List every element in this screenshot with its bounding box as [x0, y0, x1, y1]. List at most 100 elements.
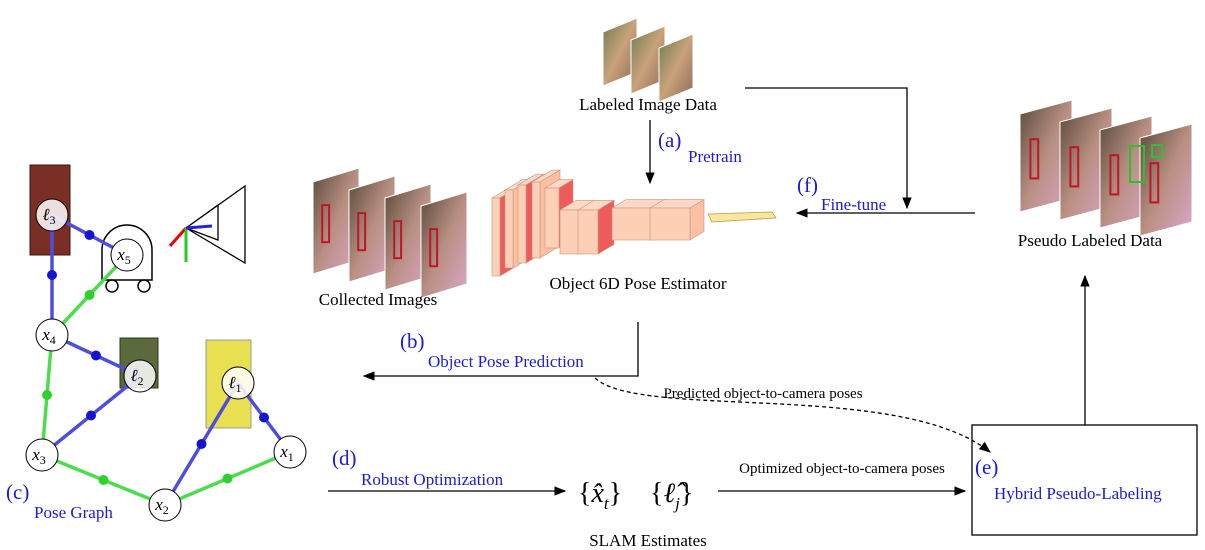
node: ℓ1 — [221, 366, 255, 400]
factor — [98, 475, 109, 485]
node-circle — [148, 488, 182, 522]
bbox — [1151, 144, 1163, 158]
bbox — [1069, 146, 1080, 188]
node: x3 — [25, 438, 59, 472]
source-label: Collected Images — [319, 290, 438, 309]
source-label: Labeled Image Data — [579, 95, 717, 114]
node-label: x5 — [116, 245, 131, 267]
layer-front — [504, 189, 514, 269]
factor — [222, 473, 233, 484]
node-base: ℓ — [42, 205, 49, 224]
node: ℓ3 — [35, 198, 69, 232]
step-label: Pose Graph — [34, 503, 113, 522]
step-label: Object Pose Prediction — [428, 352, 584, 371]
node-base: x — [279, 442, 288, 461]
axis — [185, 224, 213, 230]
node-circle — [110, 238, 144, 272]
node: ℓ2 — [123, 359, 157, 393]
node-circle — [25, 438, 59, 472]
source-label: Pseudo Labeled Data — [1018, 231, 1163, 250]
node-base: x — [31, 445, 40, 464]
image-frame — [1139, 123, 1193, 237]
layer-front — [649, 207, 691, 241]
layer-front — [577, 209, 599, 255]
arrows — [328, 87, 1198, 536]
step-tag: (d) — [332, 446, 357, 470]
layer-front — [611, 207, 653, 241]
bbox — [357, 212, 367, 252]
edge-label: Predicted object-to-camera poses — [663, 386, 862, 402]
node: x1 — [273, 435, 307, 469]
factor — [84, 230, 95, 240]
estimate: {x̂t} — [578, 478, 622, 513]
step-tag: (c) — [6, 480, 29, 504]
node: x4 — [35, 318, 69, 352]
step-tag: (b) — [400, 329, 425, 353]
output — [707, 211, 777, 223]
factor — [42, 390, 52, 400]
node-label: ℓ2 — [130, 366, 143, 388]
image-frame — [658, 33, 694, 103]
factor — [259, 412, 269, 423]
layer-front — [491, 197, 501, 277]
image-frame — [420, 191, 468, 299]
node: x5 — [110, 238, 144, 272]
wheel — [137, 279, 151, 293]
node-base: x — [154, 495, 163, 514]
bbox — [393, 220, 403, 260]
node-label: ℓ3 — [42, 205, 55, 227]
node-sub: 5 — [125, 253, 131, 267]
node-base: x — [41, 325, 50, 344]
bbox — [1029, 138, 1040, 180]
node-base: x — [116, 245, 125, 264]
node-sub: 3 — [40, 453, 46, 467]
bbox — [321, 204, 331, 244]
node-label: x1 — [279, 442, 294, 464]
node-circle — [35, 198, 69, 232]
bbox — [1149, 162, 1160, 204]
factor — [47, 270, 57, 280]
estimate: {ℓ̂j} — [650, 478, 693, 513]
step-label: Hybrid Pseudo-Labeling — [994, 484, 1162, 503]
layer-front — [559, 209, 581, 255]
factor — [86, 410, 96, 421]
source-label: Object 6D Pose Estimator — [549, 274, 726, 293]
node-circle — [35, 318, 69, 352]
node-base: ℓ — [228, 373, 235, 392]
edge-label: Optimized object-to-camera poses — [739, 461, 945, 477]
node-label: ℓ1 — [228, 373, 241, 395]
step-label: Robust Optimization — [361, 470, 504, 489]
axis — [168, 227, 188, 247]
wheel — [105, 279, 119, 293]
camera — [184, 184, 246, 265]
factor — [84, 290, 95, 300]
node-circle — [273, 435, 307, 469]
bbox — [1109, 154, 1120, 196]
source-label: SLAM Estimates — [589, 531, 707, 550]
bbox — [1129, 145, 1145, 183]
node-label: x3 — [31, 445, 46, 467]
node-sub: 2 — [163, 503, 169, 517]
node-label: x4 — [41, 325, 56, 347]
layer-front — [531, 181, 541, 259]
step-tag: (a) — [658, 128, 681, 152]
node-sub: 4 — [50, 333, 56, 347]
image-stacks — [312, 17, 1193, 299]
layer-side — [597, 199, 615, 255]
network — [490, 169, 777, 277]
bbox — [429, 228, 439, 268]
step-tag: (e) — [975, 455, 998, 479]
layer-front — [517, 184, 527, 264]
node-sub: 1 — [288, 450, 294, 464]
node-sub: 2 — [138, 374, 144, 388]
node-sub: 3 — [50, 213, 56, 227]
step-label: Pretrain — [688, 147, 742, 166]
node-sub: 1 — [236, 381, 242, 395]
layer-front — [544, 187, 560, 249]
step-label: Fine-tune — [821, 195, 886, 214]
step-tag: (f) — [797, 173, 818, 197]
node-label: x2 — [154, 495, 169, 517]
node-base: ℓ — [130, 366, 137, 385]
